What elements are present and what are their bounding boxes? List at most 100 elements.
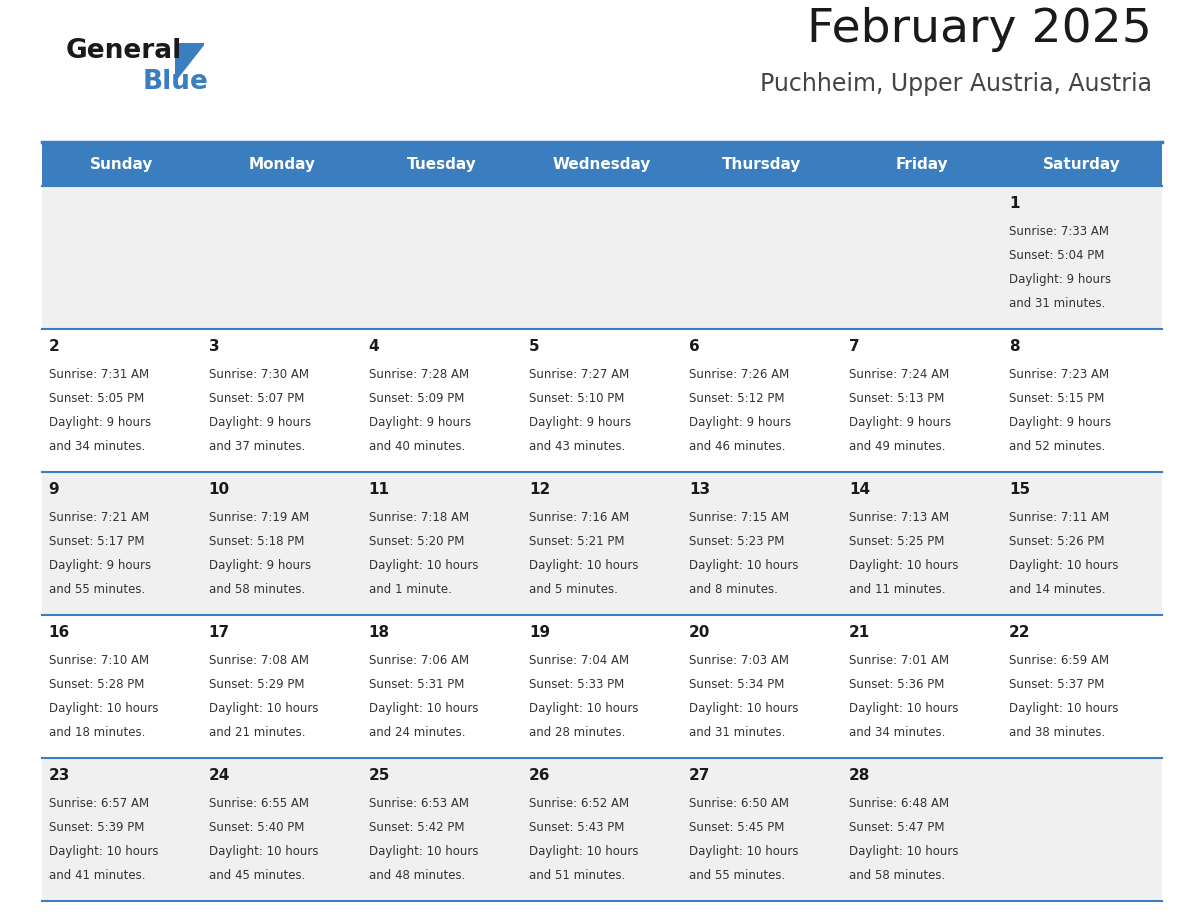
- Text: Sunset: 5:17 PM: Sunset: 5:17 PM: [49, 535, 144, 548]
- Text: Daylight: 10 hours: Daylight: 10 hours: [849, 845, 959, 857]
- Text: Sunset: 5:07 PM: Sunset: 5:07 PM: [209, 392, 304, 405]
- Text: Daylight: 9 hours: Daylight: 9 hours: [209, 416, 311, 429]
- Text: Sunrise: 7:06 AM: Sunrise: 7:06 AM: [368, 654, 469, 667]
- Text: and 18 minutes.: and 18 minutes.: [49, 725, 145, 739]
- Text: 1: 1: [1009, 196, 1019, 210]
- Text: Sunset: 5:05 PM: Sunset: 5:05 PM: [49, 392, 144, 405]
- Text: Sunrise: 7:10 AM: Sunrise: 7:10 AM: [49, 654, 148, 667]
- Text: Sunset: 5:10 PM: Sunset: 5:10 PM: [529, 392, 624, 405]
- Text: Sunrise: 7:18 AM: Sunrise: 7:18 AM: [368, 511, 469, 524]
- Text: Sunset: 5:39 PM: Sunset: 5:39 PM: [49, 821, 144, 834]
- Text: Daylight: 10 hours: Daylight: 10 hours: [368, 701, 479, 715]
- Text: Sunrise: 6:55 AM: Sunrise: 6:55 AM: [209, 797, 309, 810]
- Text: Blue: Blue: [143, 69, 208, 95]
- Text: Puchheim, Upper Austria, Austria: Puchheim, Upper Austria, Austria: [760, 73, 1152, 96]
- Text: Daylight: 10 hours: Daylight: 10 hours: [368, 845, 479, 857]
- Text: Daylight: 10 hours: Daylight: 10 hours: [529, 845, 638, 857]
- Text: Sunrise: 6:48 AM: Sunrise: 6:48 AM: [849, 797, 949, 810]
- Text: 27: 27: [689, 767, 710, 783]
- Text: Daylight: 10 hours: Daylight: 10 hours: [689, 559, 798, 572]
- Text: and 5 minutes.: and 5 minutes.: [529, 583, 618, 596]
- Text: and 34 minutes.: and 34 minutes.: [849, 725, 946, 739]
- Text: Daylight: 10 hours: Daylight: 10 hours: [689, 701, 798, 715]
- Text: Wednesday: Wednesday: [552, 157, 651, 172]
- Text: 24: 24: [209, 767, 230, 783]
- Text: and 58 minutes.: and 58 minutes.: [209, 583, 305, 596]
- Text: and 45 minutes.: and 45 minutes.: [209, 868, 305, 881]
- Text: Sunrise: 7:19 AM: Sunrise: 7:19 AM: [209, 511, 309, 524]
- Text: 2: 2: [49, 339, 59, 353]
- Text: 25: 25: [368, 767, 390, 783]
- Text: Daylight: 9 hours: Daylight: 9 hours: [368, 416, 470, 429]
- Text: and 28 minutes.: and 28 minutes.: [529, 725, 625, 739]
- Text: Sunrise: 6:57 AM: Sunrise: 6:57 AM: [49, 797, 148, 810]
- Text: Sunrise: 6:52 AM: Sunrise: 6:52 AM: [529, 797, 628, 810]
- Text: and 48 minutes.: and 48 minutes.: [368, 868, 466, 881]
- Text: Daylight: 10 hours: Daylight: 10 hours: [1009, 559, 1118, 572]
- Text: 16: 16: [49, 624, 70, 640]
- Text: 22: 22: [1009, 624, 1030, 640]
- Text: Tuesday: Tuesday: [406, 157, 476, 172]
- Text: Sunset: 5:43 PM: Sunset: 5:43 PM: [529, 821, 624, 834]
- Text: and 38 minutes.: and 38 minutes.: [1009, 725, 1105, 739]
- Text: and 24 minutes.: and 24 minutes.: [368, 725, 466, 739]
- Text: Sunrise: 7:15 AM: Sunrise: 7:15 AM: [689, 511, 789, 524]
- Text: February 2025: February 2025: [808, 7, 1152, 52]
- Text: Daylight: 10 hours: Daylight: 10 hours: [689, 845, 798, 857]
- Text: 5: 5: [529, 339, 539, 353]
- Text: Sunrise: 6:50 AM: Sunrise: 6:50 AM: [689, 797, 789, 810]
- Text: Sunrise: 7:13 AM: Sunrise: 7:13 AM: [849, 511, 949, 524]
- Text: Sunset: 5:13 PM: Sunset: 5:13 PM: [849, 392, 944, 405]
- Text: General: General: [65, 39, 182, 64]
- Text: and 49 minutes.: and 49 minutes.: [849, 440, 946, 453]
- Text: Daylight: 10 hours: Daylight: 10 hours: [368, 559, 479, 572]
- Text: Sunset: 5:25 PM: Sunset: 5:25 PM: [849, 535, 944, 548]
- Text: and 40 minutes.: and 40 minutes.: [368, 440, 466, 453]
- Text: Daylight: 9 hours: Daylight: 9 hours: [49, 559, 151, 572]
- Text: Sunset: 5:20 PM: Sunset: 5:20 PM: [368, 535, 465, 548]
- Text: and 8 minutes.: and 8 minutes.: [689, 583, 778, 596]
- Text: and 21 minutes.: and 21 minutes.: [209, 725, 305, 739]
- Text: 3: 3: [209, 339, 220, 353]
- Text: and 55 minutes.: and 55 minutes.: [49, 583, 145, 596]
- Text: Sunset: 5:09 PM: Sunset: 5:09 PM: [368, 392, 465, 405]
- Text: 15: 15: [1009, 482, 1030, 497]
- Text: Daylight: 9 hours: Daylight: 9 hours: [49, 416, 151, 429]
- Text: Sunrise: 6:53 AM: Sunrise: 6:53 AM: [368, 797, 469, 810]
- Text: Sunset: 5:15 PM: Sunset: 5:15 PM: [1009, 392, 1105, 405]
- Text: Sunrise: 7:21 AM: Sunrise: 7:21 AM: [49, 511, 148, 524]
- Text: 23: 23: [49, 767, 70, 783]
- Text: Sunset: 5:33 PM: Sunset: 5:33 PM: [529, 677, 624, 691]
- Text: Daylight: 10 hours: Daylight: 10 hours: [849, 701, 959, 715]
- Text: and 43 minutes.: and 43 minutes.: [529, 440, 625, 453]
- Text: Monday: Monday: [248, 157, 315, 172]
- Text: Sunrise: 7:23 AM: Sunrise: 7:23 AM: [1009, 368, 1110, 381]
- Text: Sunrise: 7:16 AM: Sunrise: 7:16 AM: [529, 511, 630, 524]
- Text: Sunrise: 7:04 AM: Sunrise: 7:04 AM: [529, 654, 628, 667]
- Text: Daylight: 10 hours: Daylight: 10 hours: [1009, 701, 1118, 715]
- Text: and 46 minutes.: and 46 minutes.: [689, 440, 785, 453]
- Text: 20: 20: [689, 624, 710, 640]
- Text: Sunset: 5:23 PM: Sunset: 5:23 PM: [689, 535, 784, 548]
- Text: 21: 21: [849, 624, 870, 640]
- Text: Sunset: 5:40 PM: Sunset: 5:40 PM: [209, 821, 304, 834]
- Text: Daylight: 10 hours: Daylight: 10 hours: [49, 845, 158, 857]
- Text: 18: 18: [368, 624, 390, 640]
- Text: 10: 10: [209, 482, 229, 497]
- Text: Sunrise: 7:31 AM: Sunrise: 7:31 AM: [49, 368, 148, 381]
- Text: and 1 minute.: and 1 minute.: [368, 583, 451, 596]
- Text: and 31 minutes.: and 31 minutes.: [689, 725, 785, 739]
- Text: Sunset: 5:18 PM: Sunset: 5:18 PM: [209, 535, 304, 548]
- Text: Sunset: 5:34 PM: Sunset: 5:34 PM: [689, 677, 784, 691]
- Text: 17: 17: [209, 624, 229, 640]
- Text: and 58 minutes.: and 58 minutes.: [849, 868, 946, 881]
- Text: Daylight: 10 hours: Daylight: 10 hours: [49, 701, 158, 715]
- Text: Sunset: 5:12 PM: Sunset: 5:12 PM: [689, 392, 784, 405]
- Text: Sunset: 5:29 PM: Sunset: 5:29 PM: [209, 677, 304, 691]
- Text: Sunset: 5:47 PM: Sunset: 5:47 PM: [849, 821, 944, 834]
- Polygon shape: [175, 43, 204, 80]
- Text: and 55 minutes.: and 55 minutes.: [689, 868, 785, 881]
- Text: Sunrise: 7:11 AM: Sunrise: 7:11 AM: [1009, 511, 1110, 524]
- Text: Sunrise: 7:30 AM: Sunrise: 7:30 AM: [209, 368, 309, 381]
- Text: 8: 8: [1009, 339, 1019, 353]
